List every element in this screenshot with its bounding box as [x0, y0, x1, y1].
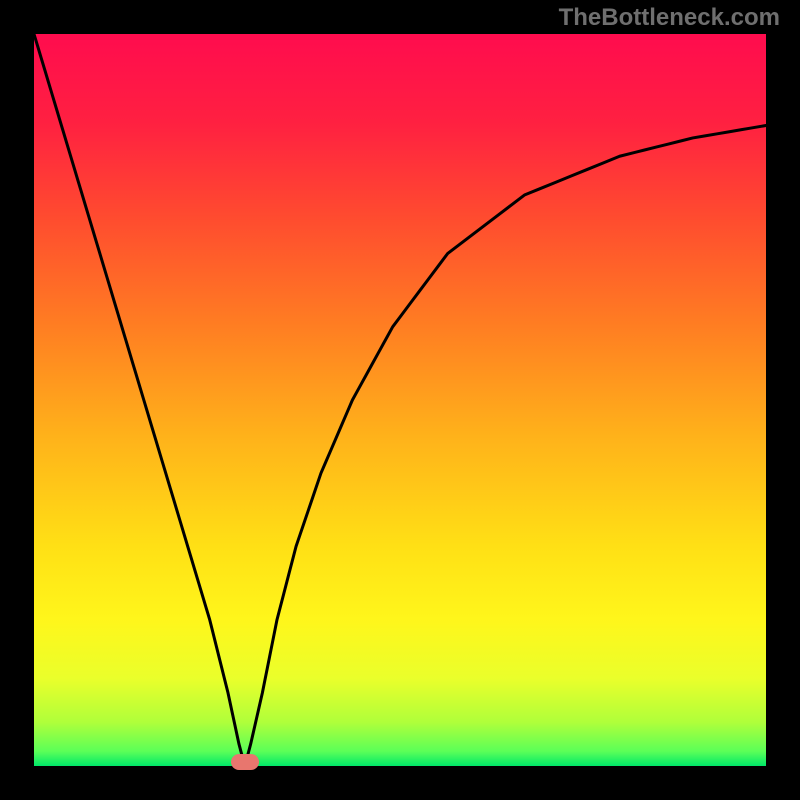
plot-area	[34, 34, 766, 766]
min-marker	[231, 754, 259, 770]
watermark-text: TheBottleneck.com	[559, 4, 780, 32]
chart-container: TheBottleneck.com	[0, 0, 800, 800]
